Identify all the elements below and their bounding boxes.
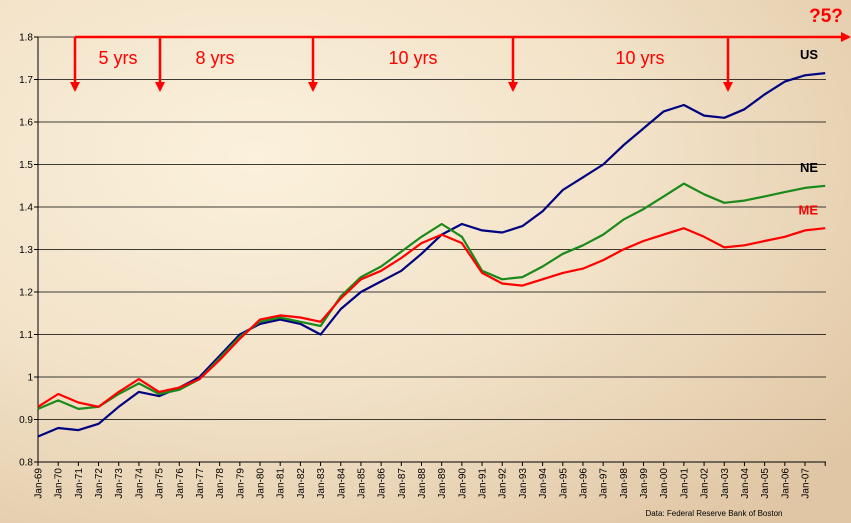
y-tick-label: 1.1: [19, 330, 33, 341]
x-tick-label: Jan-04: [740, 468, 751, 499]
annotation: ?5?: [809, 6, 843, 27]
annotation: 10 yrs: [615, 48, 664, 68]
x-tick-label: Jan-05: [760, 468, 771, 499]
x-tick-label: Jan-78: [215, 468, 226, 499]
series-line: [37, 227, 826, 408]
x-tick-label: Jan-70: [54, 468, 65, 499]
annotation: 5 yrs: [98, 48, 137, 68]
x-tick-label: Jan-69: [34, 468, 45, 499]
x-tick-label: Jan-75: [155, 468, 166, 499]
y-tick-label: 1.5: [19, 160, 33, 171]
plot: US NE ME: [37, 47, 826, 438]
annotation: 8 yrs: [195, 48, 234, 68]
y-tick-label: 1.3: [19, 245, 33, 256]
x-tick-label: Jan-93: [518, 468, 529, 499]
x-tick-label: Jan-97: [599, 468, 610, 499]
x-tick-label: Jan-99: [639, 468, 650, 499]
x-tick-label: Jan-84: [336, 468, 347, 499]
series-label: NE: [800, 160, 818, 175]
series-label: US: [800, 47, 818, 62]
x-tick-label: Jan-73: [114, 468, 125, 499]
y-tick-label: 1: [27, 373, 33, 384]
y-tick-label: 1.7: [19, 75, 33, 86]
x-tick-label: Jan-98: [619, 468, 630, 499]
x-tick-label: Jan-71: [74, 468, 85, 499]
x-tick-label: Jan-90: [457, 468, 468, 499]
x-tick-label: Jan-74: [134, 468, 145, 499]
annotation: 10 yrs: [388, 48, 437, 68]
x-tick-label: Jan-87: [397, 468, 408, 499]
series-label: ME: [799, 202, 819, 217]
y-tick-label: 1.6: [19, 118, 33, 129]
x-tick-label: Jan-02: [700, 468, 711, 499]
x-tick-label: Jan-07: [801, 468, 812, 499]
x-tick-label: Jan-92: [498, 468, 509, 499]
x-tick-label: Jan-83: [316, 468, 327, 499]
x-tick-label: Jan-79: [235, 468, 246, 499]
grid: 0.8 0.9 1 1.1 1.2 1.3 1.4 1.5 1.6 1.7 1.8 Jan-69 Jan…: [19, 33, 826, 499]
x-tick-label: Jan-94: [538, 468, 549, 499]
y-tick-label: 0.8: [19, 458, 33, 469]
y-tick-label: 0.9: [19, 415, 33, 426]
timeline: [70, 32, 851, 92]
x-tick-label: Jan-96: [578, 468, 589, 499]
x-tick-label: Jan-00: [659, 468, 670, 499]
x-tick-label: Jan-06: [780, 468, 791, 499]
series-line: [37, 182, 826, 410]
y-tick-label: 1.4: [19, 203, 33, 214]
x-tick-label: Jan-03: [720, 468, 731, 499]
x-tick-label: Jan-88: [417, 468, 428, 499]
source: Data: Federal Reserve Bank of Boston: [646, 509, 783, 518]
y-tick-label: 1.8: [19, 33, 33, 44]
x-tick-label: Jan-81: [276, 468, 287, 499]
y-tick-label: 1.2: [19, 288, 33, 299]
x-tick-label: Jan-86: [377, 468, 388, 499]
x-tick-label: Jan-72: [94, 468, 105, 499]
x-tick-label: Jan-95: [558, 468, 569, 499]
x-tick-label: Jan-89: [437, 468, 448, 499]
x-tick-label: Jan-76: [175, 468, 186, 499]
x-tick-label: Jan-91: [478, 468, 489, 499]
x-tick-label: Jan-85: [356, 468, 367, 499]
x-tick-label: Jan-77: [195, 468, 206, 499]
x-tick-label: Jan-01: [679, 468, 690, 499]
x-tick-label: Jan-82: [296, 468, 307, 499]
x-tick-label: Jan-80: [256, 468, 267, 499]
